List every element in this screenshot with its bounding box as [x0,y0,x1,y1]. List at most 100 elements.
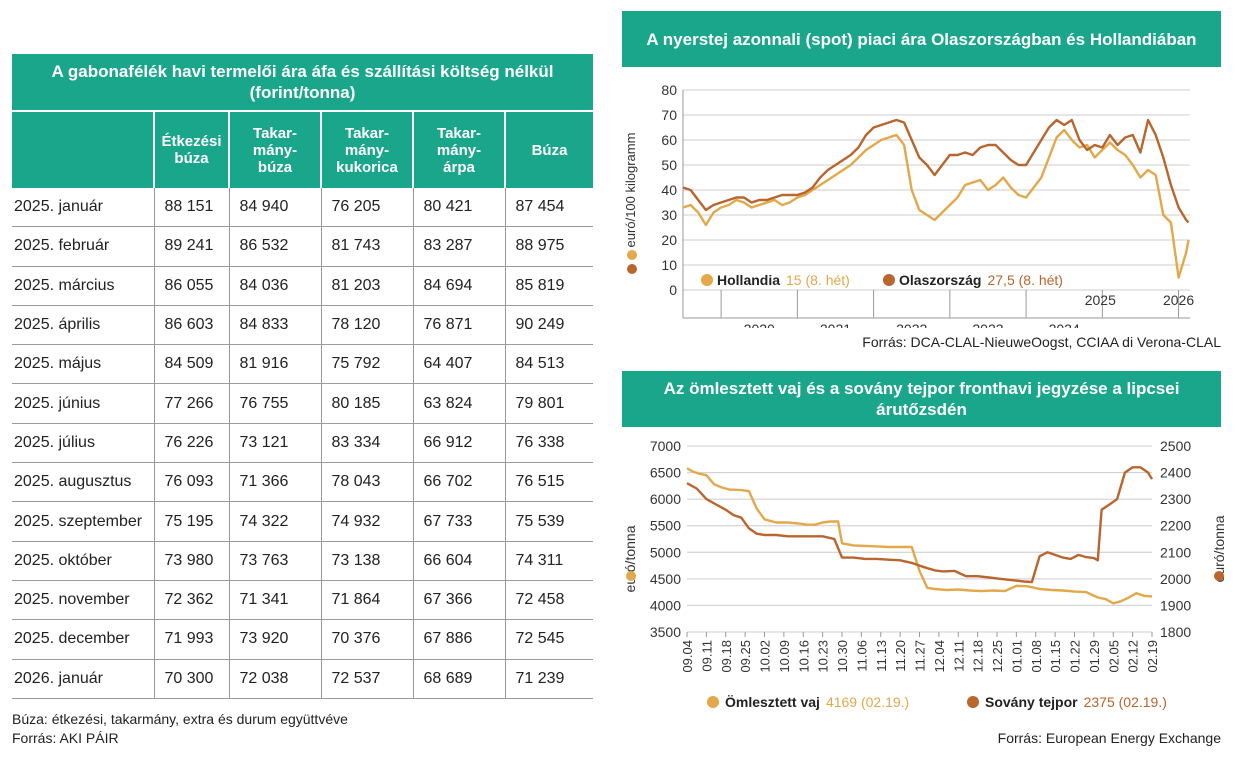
table-cell: 76 338 [504,423,593,464]
y-left-tick-label: 7000 [650,438,681,454]
table-row-label: 2025. április [12,305,154,346]
table-row: 2025. május 84 509 81 916 75 792 64 407 84 51… [12,344,593,385]
y-left-tick-label: 4000 [650,597,681,613]
table-row: 2025. március 86 055 84 036 81 203 84 694 85 … [12,266,593,306]
table-cell: 76 205 [320,188,413,228]
y-right-tick-label: 2300 [1160,491,1191,507]
series-line-omlesztett-vaj [686,467,1153,605]
table-cell: 77 266 [153,383,229,424]
legend-value: 4169 (02.19.) [826,694,909,710]
table-row-label: 2025. augusztus [12,462,154,503]
table-cell: 71 993 [153,619,229,660]
y-right-tick-label: 2000 [1160,571,1191,587]
table-header-cell: Étkezési búza [153,112,229,188]
table-cell: 84 694 [412,266,505,306]
y-right-legend-marker [1214,571,1224,581]
table-cell: 66 604 [412,541,505,581]
y-right-tick-label: 1800 [1160,624,1191,640]
x-tick-label: 09.18 [719,640,734,673]
table-header-row: Étkezési búza Takar-mány-búza Takar-mány-ku… [12,112,593,188]
table-row-label: 2025. február [12,226,154,267]
table-row: 2025. november 72 362 71 341 71 864 67 366 72… [12,580,593,621]
table-cell: 80 185 [320,383,413,424]
legend-marker [883,274,895,286]
x-tick-label: 10.02 [758,640,773,673]
x-tick-label: 2026 [1163,292,1194,308]
x-tick-label: 01.01 [1009,640,1024,673]
y-right-tick-label: 2500 [1160,438,1191,454]
table-row: 2025. június 77 266 76 755 80 185 63 824 79 8… [12,383,593,424]
x-tick-label: 12.11 [951,640,966,672]
table-row-label: 2025. május [12,344,154,385]
x-tick-label: 01.15 [1048,640,1063,673]
table-cell: 74 322 [228,501,321,542]
x-tick-label: 09.04 [680,640,695,673]
y-left-tick-label: 6500 [650,465,681,481]
spot-chart-title: A nyerstej azonnali (spot) piaci ára Ola… [622,11,1221,67]
table-cell: 72 537 [320,659,413,699]
table-cell: 84 833 [228,305,321,346]
table-cell: 75 195 [153,501,229,542]
y-right-tick-label: 2400 [1160,465,1191,481]
table-header-cell: Takar-mány-árpa [412,112,505,188]
futures-chart-title: Az ömlesztett vaj és a sovány tejpor fro… [622,371,1221,427]
y-left-tick-label: 5500 [650,518,681,534]
x-tick-label: 2023 [972,321,1003,328]
legend-value: 15 (8. hét) [786,272,850,288]
table-cell: 79 801 [504,383,593,424]
y-left-tick-label: 5000 [650,544,681,560]
table-header-cell: Takar-mány-kukorica [320,112,413,188]
table-cell: 73 920 [228,619,321,660]
table-row: 2025. február 89 241 86 532 81 743 83 287 88 … [12,226,593,267]
table-cell: 66 912 [412,423,505,464]
legend-label: Hollandia [717,272,780,288]
x-tick-label: 10.16 [796,640,811,673]
table-cell: 78 120 [320,305,413,346]
table-cell: 70 376 [320,619,413,660]
table-cell: 70 300 [153,659,229,699]
y-left-tick-label: 6000 [650,491,681,507]
x-tick-label: 2021 [820,321,851,328]
y-axis-legend-marker [627,250,637,260]
table-cell: 72 545 [504,619,593,660]
table-cell: 88 975 [504,226,593,267]
series-line-olaszorszag [682,118,1190,224]
table-cell: 83 287 [412,226,505,267]
y-left-tick-label: 3500 [650,624,681,640]
table-cell: 73 763 [228,541,321,581]
table-cell: 86 532 [228,226,321,267]
table-body: 2025. január 88 151 84 940 76 205 80 421 87 4… [12,188,593,699]
y-axis-legend-marker [627,264,637,274]
table-row-label: 2025. január [12,188,154,228]
table-row-label: 2025. június [12,383,154,424]
table-row: 2025. január 88 151 84 940 76 205 80 421 87 4… [12,188,593,228]
table-cell: 73 121 [228,423,321,464]
x-tick-label: 11.06 [854,640,869,672]
x-tick-label: 10.09 [777,640,792,673]
price-table: Étkezési búza Takar-mány-búza Takar-mány-ku… [12,112,593,699]
x-tick-label: 11.20 [893,640,908,672]
x-tick-label: 2024 [1049,321,1080,328]
table-cell: 67 886 [412,619,505,660]
table-cell: 86 603 [153,305,229,346]
table-cell: 81 203 [320,266,413,306]
y-tick-label: 20 [661,232,677,248]
x-tick-label: 01.29 [1087,640,1102,673]
table-row: 2025. szeptember 75 195 74 322 74 932 67 733… [12,501,593,542]
y-right-tick-label: 2200 [1160,518,1191,534]
table-cell: 80 421 [412,188,505,228]
table-cell: 74 311 [504,541,593,581]
y-tick-label: 70 [661,107,677,123]
x-tick-label: 02.19 [1145,640,1160,673]
x-tick-label: 11.27 [913,640,928,672]
table-source: Forrás: AKI PÁIR [12,730,119,746]
table-row-label: 2025. szeptember [12,501,154,542]
y-axis-label: euró/100 kilogramm [623,133,638,248]
table-title: A gabonafélék havi termelői ára áfa és s… [12,54,593,110]
y-right-axis-label: euró/tonna [1211,515,1225,582]
table-cell: 75 539 [504,501,593,542]
table-cell: 76 093 [153,462,229,503]
table-cell: 85 819 [504,266,593,306]
y-tick-label: 30 [661,207,677,223]
table-row: 2025. július 76 226 73 121 83 334 66 912 76 3… [12,423,593,464]
